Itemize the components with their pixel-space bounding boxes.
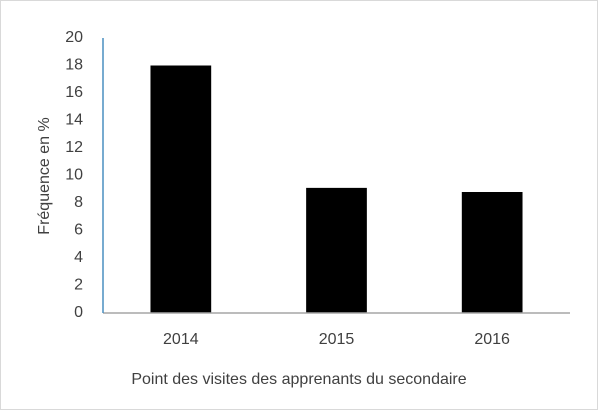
x-axis-label: Point des visites des apprenants du seco… — [131, 371, 466, 388]
y-tick-label: 16 — [65, 84, 83, 101]
y-tick-label: 4 — [74, 249, 83, 266]
x-tick-label: 2014 — [163, 331, 199, 348]
bar — [461, 192, 523, 313]
x-tick-label: 2016 — [474, 331, 510, 348]
bar — [306, 187, 367, 313]
x-tick-label: 2015 — [319, 331, 355, 348]
y-tick-label: 12 — [65, 139, 83, 156]
y-tick-label: 10 — [65, 167, 83, 184]
y-tick-label: 8 — [74, 194, 83, 211]
y-tick-label: 20 — [65, 29, 83, 46]
y-tick-label: 2 — [74, 277, 83, 294]
y-axis-label: Fréquence en % — [36, 117, 53, 234]
y-tick-label: 18 — [65, 57, 83, 74]
y-tick-label: 14 — [65, 112, 83, 129]
y-tick-label: 6 — [74, 222, 83, 239]
bar — [150, 65, 212, 313]
y-tick-label: 0 — [74, 304, 83, 321]
